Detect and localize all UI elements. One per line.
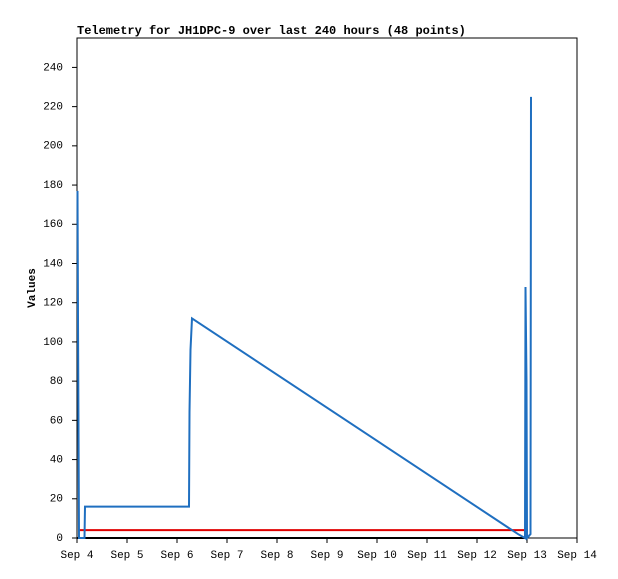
y-axis-label: Values xyxy=(27,268,39,308)
chart-title: Telemetry for JH1DPC-9 over last 240 hou… xyxy=(77,24,466,38)
y-tick-label: 180 xyxy=(43,180,63,192)
y-tick-label: 40 xyxy=(50,454,63,466)
y-tick-label: 80 xyxy=(50,376,63,388)
y-tick-label: 240 xyxy=(43,62,63,74)
x-tick-label: Sep 13 xyxy=(507,550,547,562)
x-tick-label: Sep 5 xyxy=(110,550,143,562)
x-tick-label: Sep 12 xyxy=(457,550,497,562)
y-tick-label: 20 xyxy=(50,494,63,506)
x-tick-label: Sep 10 xyxy=(357,550,397,562)
x-tick-label: Sep 4 xyxy=(60,550,93,562)
y-tick-label: 140 xyxy=(43,258,63,270)
x-tick-label: Sep 9 xyxy=(310,550,343,562)
y-tick-label: 160 xyxy=(43,219,63,231)
x-tick-label: Sep 11 xyxy=(407,550,447,562)
y-tick-label: 60 xyxy=(50,415,63,427)
x-tick-label: Sep 7 xyxy=(210,550,243,562)
series-line xyxy=(76,96,532,541)
x-tick-label: Sep 8 xyxy=(260,550,293,562)
y-tick-label: 200 xyxy=(43,141,63,153)
x-tick-label: Sep 14 xyxy=(557,550,597,562)
plot-frame xyxy=(76,37,578,539)
y-tick-label: 0 xyxy=(56,533,63,545)
y-tick-label: 220 xyxy=(43,102,63,114)
y-tick-label: 120 xyxy=(43,298,63,310)
y-tick-label: 100 xyxy=(43,337,63,349)
x-tick-label: Sep 6 xyxy=(160,550,193,562)
